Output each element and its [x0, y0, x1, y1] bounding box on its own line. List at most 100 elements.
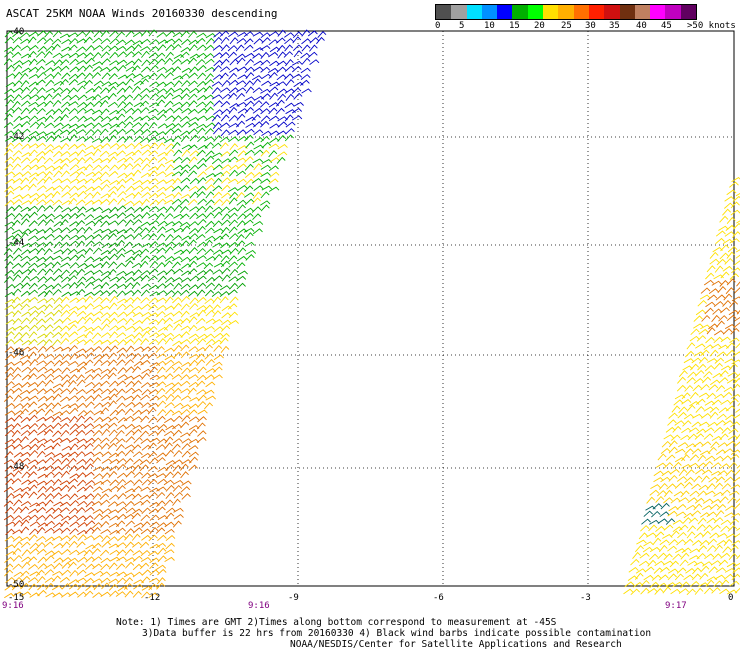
wind-barb	[293, 101, 304, 107]
wind-barb	[179, 206, 189, 214]
wind-barb	[149, 366, 158, 374]
wind-barb	[197, 409, 208, 415]
wind-barb	[27, 459, 39, 465]
wind-barb	[108, 213, 120, 219]
wind-barb	[640, 579, 650, 587]
wind-barb	[149, 457, 159, 465]
wind-barb	[164, 436, 174, 444]
wind-barb	[269, 46, 280, 53]
wind-barb	[91, 278, 103, 284]
legend-swatch	[604, 5, 620, 19]
wind-barb	[84, 247, 94, 255]
wind-barb	[117, 492, 127, 500]
wind-barb	[139, 541, 150, 549]
legend-labels: 0 5 10 15 20 25 30 35 40 45 >50 knots	[435, 20, 740, 32]
wind-barb	[108, 311, 118, 319]
wind-barb	[284, 65, 295, 72]
wind-barb	[244, 241, 255, 247]
wind-barb	[229, 191, 239, 199]
wind-barb	[663, 434, 674, 440]
wind-barb	[36, 443, 46, 451]
wind-barb	[698, 392, 710, 398]
wind-barb	[149, 93, 159, 100]
wind-barb	[220, 129, 230, 137]
wind-barb	[76, 38, 87, 44]
wind-barb	[124, 408, 134, 416]
wind-barb	[638, 560, 650, 567]
wind-barb	[155, 73, 166, 81]
wind-barb	[714, 393, 725, 400]
wind-barb	[76, 143, 87, 149]
wind-barb	[260, 108, 271, 115]
wind-barb	[251, 206, 262, 213]
wind-speed-legend: 0 5 10 15 20 25 30 35 40 45 >50 knots	[435, 4, 740, 32]
wind-barb	[140, 438, 151, 444]
wind-barb	[157, 400, 167, 408]
wind-barb	[709, 411, 719, 419]
wind-barb	[678, 406, 688, 414]
wind-barb	[172, 520, 182, 528]
wind-barb	[139, 100, 150, 108]
wind-barb	[173, 514, 184, 520]
wind-barb	[140, 122, 150, 130]
wind-barb	[723, 420, 734, 426]
wind-barb	[4, 269, 15, 276]
wind-barb	[729, 580, 740, 587]
wind-barb	[123, 577, 134, 585]
wind-barb	[140, 499, 151, 506]
wind-barb	[678, 524, 689, 532]
wind-barb	[60, 137, 71, 143]
wind-barb	[252, 78, 261, 86]
wind-barb	[92, 206, 103, 212]
wind-barb	[84, 590, 94, 598]
wind-barb	[116, 325, 127, 331]
wind-barb	[205, 359, 215, 366]
wind-barb	[235, 120, 246, 128]
wind-barb	[100, 281, 110, 289]
wind-barb	[720, 579, 730, 587]
wind-barb	[92, 52, 102, 59]
wind-barb	[69, 549, 80, 556]
wind-barb	[91, 548, 101, 555]
wind-barb	[123, 200, 135, 207]
wind-barb	[157, 423, 168, 431]
wind-barb	[180, 295, 190, 303]
wind-barb	[317, 31, 327, 38]
wind-barb	[695, 406, 705, 413]
wind-barb	[164, 92, 174, 100]
wind-barb	[172, 471, 182, 479]
wind-barb	[109, 331, 118, 339]
wind-barb	[196, 275, 207, 282]
wind-barb	[734, 587, 740, 594]
wind-barb	[85, 240, 95, 247]
wind-barb	[44, 452, 56, 458]
wind-barb	[680, 490, 690, 498]
legend-swatch	[680, 5, 697, 19]
wind-barb	[77, 583, 87, 591]
wind-barb	[731, 231, 740, 239]
wind-barb	[149, 81, 160, 87]
wind-barb	[83, 36, 93, 44]
wind-barb	[204, 100, 214, 108]
wind-barb	[29, 192, 40, 199]
wind-barb	[252, 107, 263, 114]
wind-barb	[132, 428, 142, 436]
wind-barb	[165, 148, 175, 156]
wind-barb	[260, 178, 271, 184]
wind-barb	[701, 441, 712, 447]
wind-barb	[689, 555, 700, 560]
wind-barb	[13, 71, 23, 79]
wind-barb	[132, 493, 142, 500]
wind-barb	[204, 333, 215, 340]
wind-barb	[148, 430, 159, 437]
wind-barb	[205, 177, 215, 185]
wind-barb	[674, 457, 686, 463]
wind-barb	[261, 141, 272, 149]
wind-barb	[188, 374, 199, 380]
wind-barb	[259, 101, 270, 108]
wind-barb	[156, 163, 166, 171]
wind-barb	[29, 443, 39, 451]
wind-barb	[197, 171, 207, 178]
wind-barb	[133, 401, 144, 408]
wind-barb	[284, 38, 294, 45]
